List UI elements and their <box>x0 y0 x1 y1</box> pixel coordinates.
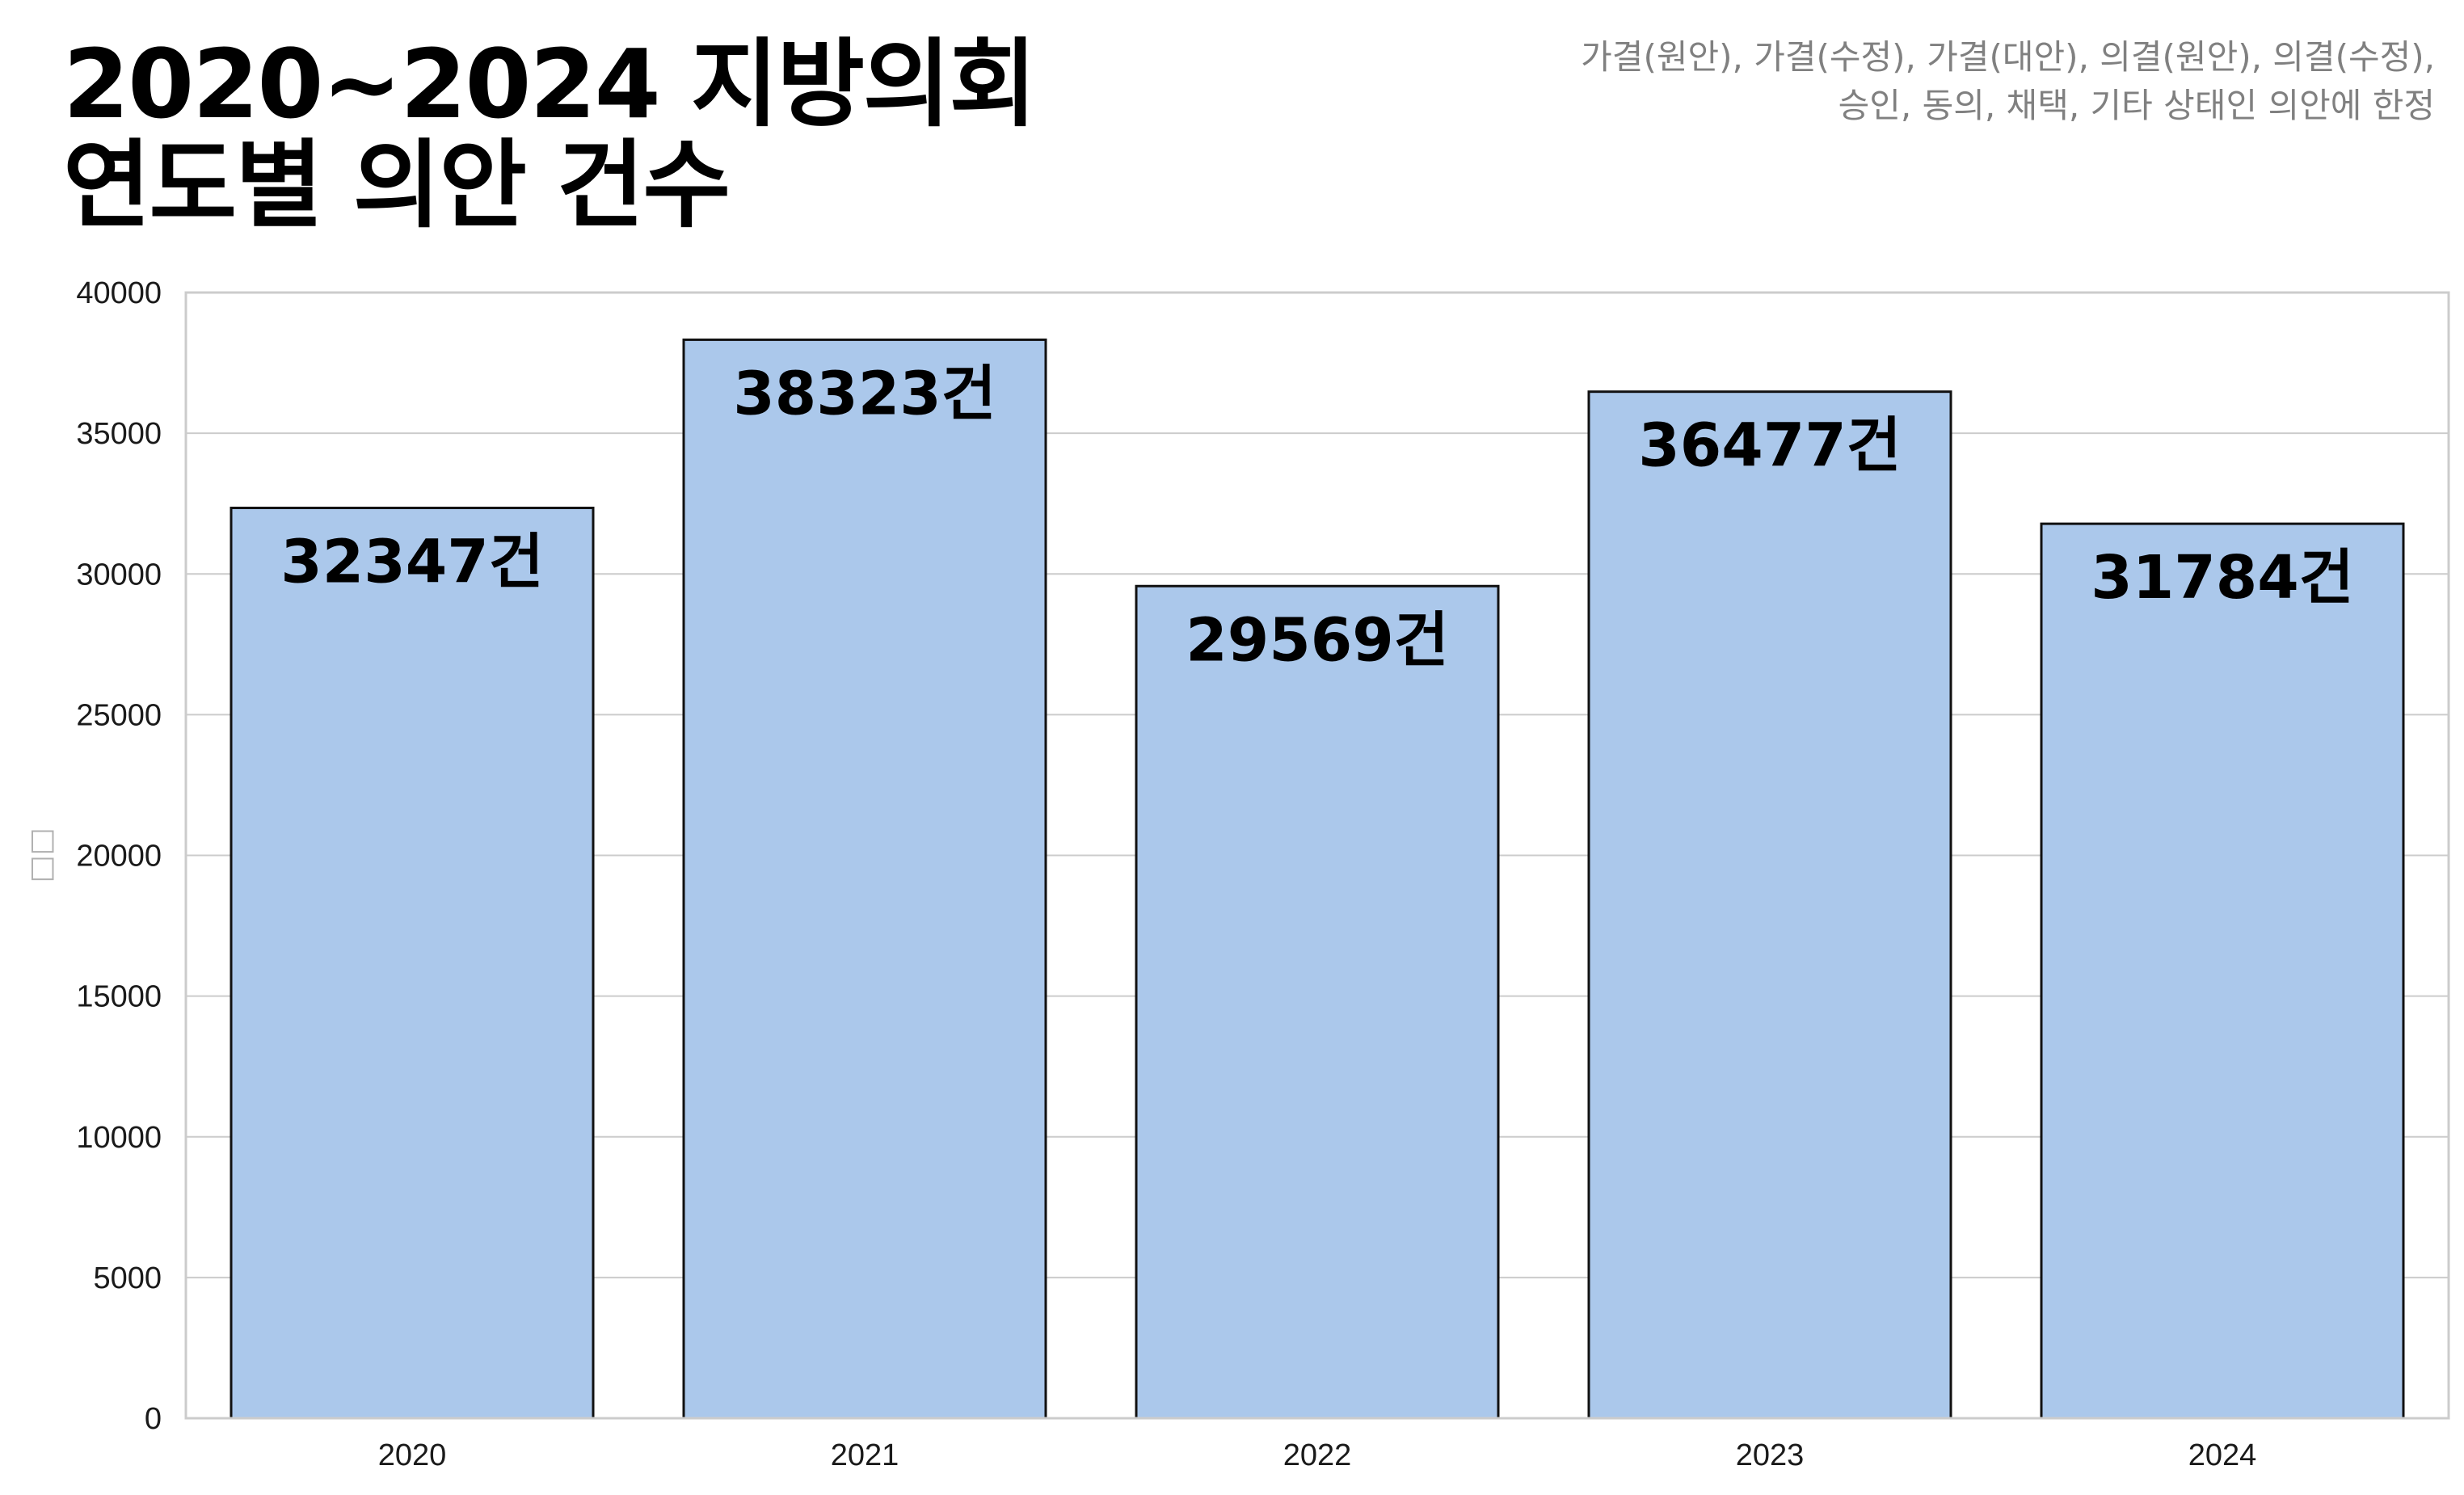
y-axis-ticks: 0 5000 10000 15000 20000 25000 30000 35000 40000 <box>76 276 162 1436</box>
x-tick-label: 2021 <box>831 1438 899 1472</box>
data-label-2021: 38323건 <box>733 359 996 428</box>
y-tick-label: 40000 <box>76 276 162 310</box>
y-tick-label: 15000 <box>76 980 162 1014</box>
x-tick-label: 2024 <box>2188 1438 2257 1472</box>
x-tick-label: 2022 <box>1283 1438 1352 1472</box>
x-tick-label: 2023 <box>1736 1438 1805 1472</box>
filter-note-line-2: 승인, 동의, 채택, 기타 상태인 의안에 한정 <box>1838 86 2435 125</box>
data-label-2022: 29569건 <box>1186 605 1449 675</box>
chart-title-line-1: 2020~2024 지방의회 <box>63 28 1037 140</box>
filter-note-line-1: 가결(원안), 가결(수정), 가결(대안), 의결(원안), 의결(수정), <box>1581 37 2435 77</box>
y-tick-label: 0 <box>145 1402 162 1436</box>
y-tick-label: 35000 <box>76 417 162 451</box>
data-labels: 32347건 38323건 29569건 36477건 31784건 <box>280 359 2354 675</box>
y-tick-label: 20000 <box>76 840 162 874</box>
chart-title-line-2: 연도별 의안 건수 <box>63 129 731 241</box>
plot-frame <box>184 291 2450 1420</box>
bar-2020 <box>230 507 595 1420</box>
data-label-2023: 36477건 <box>1638 411 1902 481</box>
bar-2024 <box>2040 522 2405 1420</box>
bar-2021 <box>682 338 1047 1420</box>
y-axis-label: □□ <box>24 828 57 882</box>
data-label-2020: 32347건 <box>280 528 544 597</box>
x-tick-label: 2020 <box>378 1438 447 1472</box>
y-tick-label: 25000 <box>76 698 162 732</box>
y-tick-label: 30000 <box>76 558 162 592</box>
bar-2023 <box>1587 390 1952 1420</box>
x-axis-ticks: 2020 2021 2022 2023 2024 <box>378 1438 2257 1472</box>
bar-2022 <box>1135 584 1500 1420</box>
data-label-2024: 31784건 <box>2091 543 2354 613</box>
y-tick-label: 5000 <box>93 1261 162 1295</box>
bars <box>230 338 2405 1420</box>
y-tick-label: 10000 <box>76 1121 162 1155</box>
